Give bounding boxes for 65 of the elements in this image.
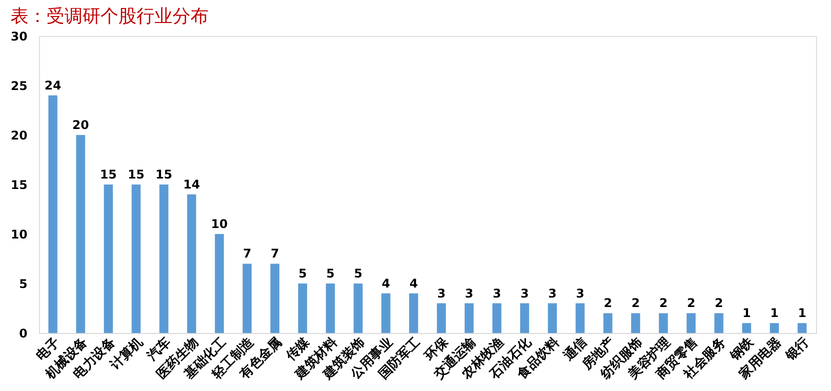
bar [270,264,280,333]
bar [548,303,557,333]
data-label: 10 [211,217,228,231]
data-label: 4 [409,276,418,290]
bar [409,293,418,333]
bar [48,95,58,333]
data-label: 20 [72,118,89,132]
bar [631,313,640,333]
bar [214,234,224,333]
bar [798,323,807,333]
data-label: 5 [354,266,362,280]
data-label: 3 [520,286,529,300]
data-label: 5 [326,266,335,280]
bar [159,184,168,333]
data-label: 2 [714,296,724,310]
data-label: 3 [576,286,584,300]
bar [770,323,779,333]
bar [686,313,696,333]
bar [520,303,530,333]
y-tick-label: 5 [19,277,28,291]
y-tick-label: 10 [10,228,28,242]
y-tick-label: 15 [10,178,28,192]
y-tick-label: 25 [10,79,28,93]
data-label: 4 [382,276,390,290]
bar [658,313,668,333]
data-label: 15 [128,168,144,182]
bar [576,303,585,333]
data-label: 3 [492,286,502,300]
data-label: 15 [100,168,117,182]
bar [464,303,474,333]
data-label: 1 [770,306,779,320]
bar [436,303,446,333]
data-label: 7 [270,246,280,261]
y-tick-label: 30 [10,30,28,44]
bar [603,313,612,333]
data-label: 2 [686,296,696,310]
data-label: 2 [604,296,612,310]
bar [132,184,141,333]
bar [76,135,86,333]
bar [187,194,196,333]
data-label: 3 [464,286,474,300]
bar [104,184,113,333]
data-label: 5 [298,266,307,280]
y-tick-label: 0 [19,326,28,340]
bar [298,284,308,333]
chart-title: 表：受调研个股行业分布 [10,6,208,27]
data-label: 1 [798,306,806,320]
bar [381,293,390,333]
data-label: 1 [742,306,751,320]
bar [742,323,752,333]
bar [242,264,252,333]
data-label: 14 [183,177,200,192]
data-label: 7 [242,246,252,261]
y-tick-label: 20 [10,128,28,142]
data-label: 24 [44,78,62,92]
bar [354,284,363,333]
data-label: 2 [659,296,668,310]
data-label: 3 [548,286,557,300]
bar [492,303,502,333]
x-tick-label: 银行 [782,334,812,364]
bar [326,284,335,333]
data-label: 2 [631,296,640,310]
data-label: 15 [156,168,172,182]
bar [714,313,724,333]
data-label: 3 [437,286,446,300]
